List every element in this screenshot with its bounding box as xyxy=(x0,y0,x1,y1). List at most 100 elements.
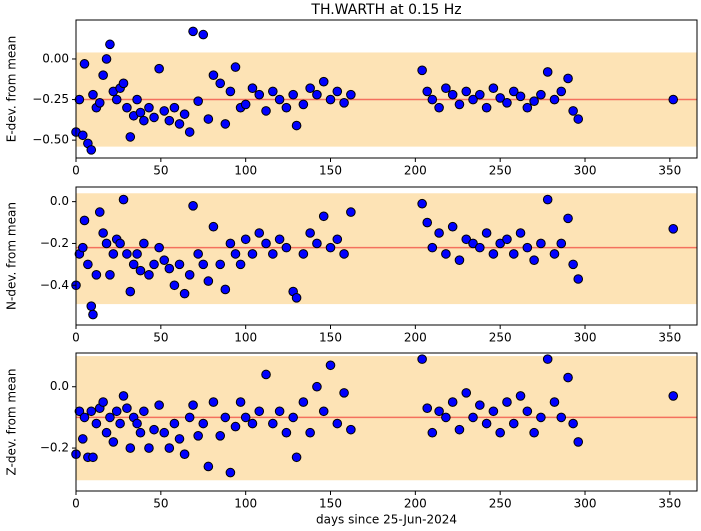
point xyxy=(198,259,209,270)
point xyxy=(318,406,329,417)
y-tick-label: 0.0 xyxy=(50,194,69,208)
point xyxy=(529,255,539,265)
point xyxy=(339,249,349,259)
y-axis-label: E-dev. from mean xyxy=(5,36,19,142)
point xyxy=(230,421,241,432)
x-axis-label: days since 25-Jun-2024 xyxy=(316,513,457,527)
point xyxy=(332,418,343,429)
point xyxy=(98,397,108,407)
x-tick-label: 250 xyxy=(489,497,512,511)
point xyxy=(149,259,159,270)
point xyxy=(188,400,198,410)
point xyxy=(203,461,214,472)
point xyxy=(422,217,433,228)
point xyxy=(434,406,444,417)
point xyxy=(122,403,132,414)
point xyxy=(184,412,195,423)
point xyxy=(312,238,322,249)
point xyxy=(281,427,292,438)
point xyxy=(468,238,478,249)
point xyxy=(468,94,478,105)
point xyxy=(447,89,458,100)
point xyxy=(174,259,185,270)
point xyxy=(179,449,190,460)
point xyxy=(225,238,236,249)
point xyxy=(556,412,567,423)
chart-title: TH.WARTH at 0.15 Hz xyxy=(310,2,461,18)
x-tick-label: 0 xyxy=(72,331,80,345)
point xyxy=(556,86,567,97)
x-tick-label: 50 xyxy=(153,331,168,345)
point xyxy=(193,249,203,259)
x-tick-label: 150 xyxy=(319,497,342,511)
point xyxy=(254,228,265,238)
point xyxy=(240,412,251,423)
axes-frame xyxy=(75,186,698,326)
y-tick-label: −0.2 xyxy=(40,236,69,250)
point xyxy=(475,89,485,100)
point xyxy=(288,89,298,100)
point xyxy=(291,452,302,463)
point xyxy=(422,403,433,414)
y-tick-label: 0.00 xyxy=(42,51,69,65)
point xyxy=(422,86,433,97)
point xyxy=(108,437,119,447)
point xyxy=(454,424,465,435)
point xyxy=(91,270,102,280)
point xyxy=(417,65,427,76)
point xyxy=(515,391,526,401)
point xyxy=(159,106,170,116)
x-tick-label: 100 xyxy=(234,164,257,178)
point xyxy=(481,102,492,113)
point xyxy=(441,83,451,93)
point xyxy=(274,94,285,105)
point xyxy=(215,431,226,441)
point xyxy=(198,29,209,40)
point xyxy=(536,412,546,423)
point xyxy=(111,94,122,105)
point xyxy=(98,70,108,80)
x-tick-label: 150 xyxy=(319,331,342,345)
point xyxy=(225,467,236,478)
point xyxy=(122,102,132,113)
point xyxy=(154,242,164,253)
point xyxy=(522,102,533,113)
point xyxy=(144,270,154,280)
point xyxy=(208,221,219,232)
point xyxy=(305,427,315,438)
point xyxy=(179,288,190,299)
y-tick-label: −0.25 xyxy=(32,92,69,106)
point xyxy=(220,412,231,423)
point xyxy=(77,434,88,444)
y-axis-label: Z-dev. from mean xyxy=(5,369,19,476)
point xyxy=(434,228,444,238)
point xyxy=(318,211,329,222)
point xyxy=(94,98,105,108)
point xyxy=(188,26,198,37)
point xyxy=(164,443,175,453)
y-axis-label: N-dev. from mean xyxy=(5,202,19,310)
x-tick-label: 100 xyxy=(234,497,257,511)
point xyxy=(159,255,170,265)
point xyxy=(427,427,438,438)
point xyxy=(198,418,209,429)
point xyxy=(346,89,356,100)
point xyxy=(549,249,560,259)
x-tick-label: 0 xyxy=(72,497,80,511)
point xyxy=(441,412,451,423)
point xyxy=(515,91,526,102)
point xyxy=(563,372,573,383)
point xyxy=(488,406,499,417)
point xyxy=(274,234,285,245)
point xyxy=(312,381,322,392)
point xyxy=(529,96,539,106)
y-tick-label: −0.2 xyxy=(40,441,69,455)
point xyxy=(573,274,584,284)
point xyxy=(563,73,573,84)
point xyxy=(94,207,105,217)
point xyxy=(542,354,553,364)
point xyxy=(502,234,512,245)
point xyxy=(128,259,139,270)
point xyxy=(563,213,573,224)
point xyxy=(118,78,129,89)
